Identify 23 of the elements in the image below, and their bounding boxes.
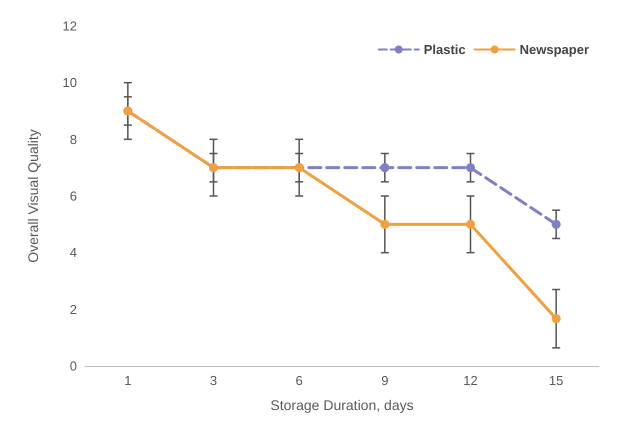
y-tick-label: 6	[70, 188, 77, 204]
y-tick-label: 2	[70, 302, 77, 317]
x-tick-label: 12	[463, 373, 478, 388]
y-axis-title: Overall Visual Quality	[25, 129, 41, 263]
y-tick-label: 10	[62, 75, 77, 90]
y-tick-label: 0	[70, 358, 77, 374]
point	[380, 163, 390, 172]
x-tick-label: 6	[296, 373, 303, 388]
legend-label: Plastic	[424, 42, 466, 57]
y-tick-label: 12	[62, 18, 77, 34]
x-tick-label: 3	[210, 373, 218, 388]
x-axis-title: Storage Duration, days	[270, 397, 414, 413]
y-tick-label: 4	[70, 245, 77, 260]
x-tick-label: 15	[548, 373, 564, 388]
point	[552, 220, 561, 229]
point	[466, 163, 475, 172]
x-tick-label: 9	[381, 373, 388, 388]
legend-label: Newspaper	[520, 42, 590, 57]
y-tick-label: 8	[70, 132, 77, 147]
point	[552, 314, 561, 324]
point	[466, 220, 475, 229]
point	[380, 220, 390, 229]
x-tick-label: 1	[124, 373, 132, 388]
